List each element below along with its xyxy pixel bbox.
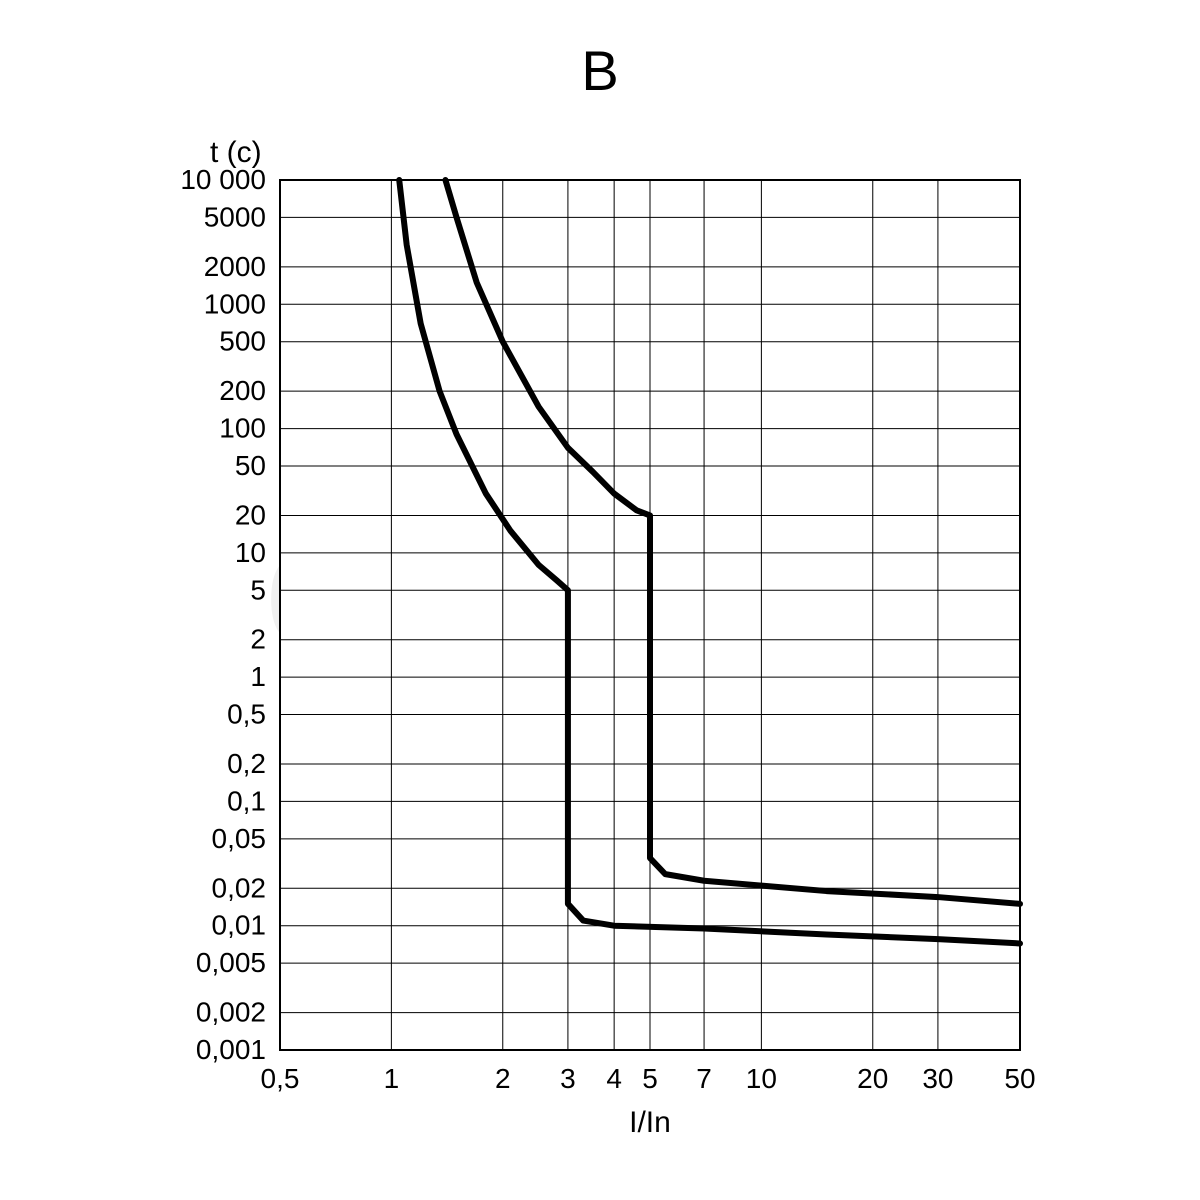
svg-text:0,5: 0,5 — [227, 699, 266, 730]
svg-text:0,2: 0,2 — [227, 748, 266, 779]
svg-text:20: 20 — [857, 1063, 888, 1094]
svg-text:2: 2 — [495, 1063, 511, 1094]
svg-text:10: 10 — [235, 537, 266, 568]
svg-text:7: 7 — [696, 1063, 712, 1094]
svg-text:0,05: 0,05 — [212, 823, 267, 854]
svg-text:0,005: 0,005 — [196, 947, 266, 978]
svg-text:50: 50 — [1004, 1063, 1035, 1094]
chart-svg: 0,5123457102030500,0010,0020,0050,010,02… — [0, 0, 1200, 1200]
svg-text:t (c): t (c) — [210, 136, 262, 169]
svg-text:1: 1 — [250, 661, 266, 692]
svg-text:0,1: 0,1 — [227, 785, 266, 816]
svg-text:B: B — [581, 39, 618, 102]
svg-text:0,02: 0,02 — [212, 872, 267, 903]
svg-text:1: 1 — [384, 1063, 400, 1094]
svg-text:1000: 1000 — [204, 288, 266, 319]
svg-text:20: 20 — [235, 499, 266, 530]
svg-text:2: 2 — [250, 624, 266, 655]
svg-text:3: 3 — [560, 1063, 576, 1094]
svg-text:0,001: 0,001 — [196, 1034, 266, 1065]
svg-text:50: 50 — [235, 450, 266, 481]
svg-text:500: 500 — [219, 326, 266, 357]
svg-text:2000: 2000 — [204, 251, 266, 282]
svg-text:200: 200 — [219, 375, 266, 406]
svg-text:0,002: 0,002 — [196, 997, 266, 1028]
svg-text:0,5: 0,5 — [261, 1063, 300, 1094]
svg-text:5: 5 — [642, 1063, 658, 1094]
svg-text:100: 100 — [219, 413, 266, 444]
svg-text:30: 30 — [922, 1063, 953, 1094]
svg-text:5: 5 — [250, 574, 266, 605]
svg-text:0,01: 0,01 — [212, 910, 267, 941]
svg-text:10: 10 — [746, 1063, 777, 1094]
svg-text:5000: 5000 — [204, 201, 266, 232]
chart-container: 001.com.ua 0,5123457102030500,0010,0020,… — [0, 0, 1200, 1200]
svg-text:4: 4 — [606, 1063, 622, 1094]
svg-text:I/In: I/In — [629, 1106, 671, 1139]
